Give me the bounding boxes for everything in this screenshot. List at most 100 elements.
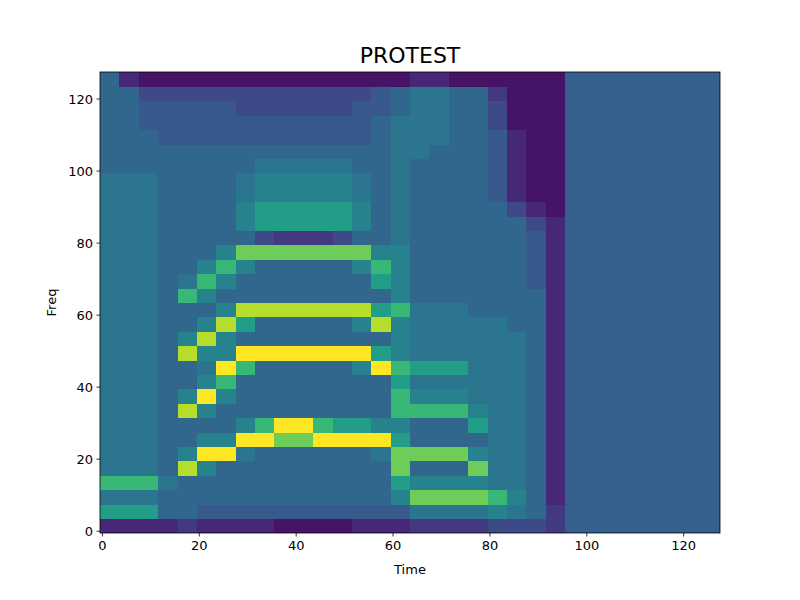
heatmap-cell	[158, 519, 178, 533]
heatmap-cell	[488, 331, 508, 346]
heatmap-cell	[313, 245, 333, 260]
heatmap-cell	[294, 389, 314, 404]
heatmap-cell	[507, 490, 527, 505]
heatmap-cell	[139, 504, 159, 519]
heatmap-cell	[488, 303, 508, 318]
heatmap-cell	[178, 475, 198, 490]
heatmap-cell	[352, 461, 372, 476]
heatmap-cell	[488, 346, 508, 361]
heatmap-cell	[604, 317, 624, 332]
heatmap-cell	[662, 317, 682, 332]
heatmap-cell	[526, 475, 546, 490]
heatmap-cell	[468, 490, 488, 505]
heatmap-cell	[449, 202, 469, 217]
heatmap-cell	[313, 259, 333, 274]
heatmap-cell	[410, 504, 430, 519]
heatmap-cell	[119, 403, 139, 418]
heatmap-cell	[701, 375, 720, 390]
heatmap-cell	[662, 245, 682, 260]
heatmap-cell	[701, 245, 720, 260]
heatmap-cell	[313, 86, 333, 101]
heatmap-cell	[526, 144, 546, 159]
heatmap-cell	[565, 331, 585, 346]
heatmap-cell	[236, 101, 256, 116]
heatmap-cell	[681, 259, 701, 274]
heatmap-cell	[623, 403, 643, 418]
heatmap-cell	[391, 331, 411, 346]
heatmap-cell	[546, 115, 566, 130]
heatmap-cell	[178, 230, 198, 245]
heatmap-cell	[313, 72, 333, 87]
heatmap-cell	[100, 101, 120, 116]
heatmap-cell	[294, 115, 314, 130]
heatmap-cell	[274, 375, 294, 390]
heatmap-cell	[197, 158, 217, 173]
heatmap-cell	[352, 331, 372, 346]
heatmap-cell	[526, 216, 546, 231]
heatmap-cell	[623, 101, 643, 116]
heatmap-cell	[294, 303, 314, 318]
heatmap-cell	[333, 72, 353, 87]
heatmap-cell	[623, 346, 643, 361]
heatmap-cell	[662, 72, 682, 87]
heatmap-cell	[546, 101, 566, 116]
heatmap-cell	[371, 202, 391, 217]
heatmap-cell	[158, 101, 178, 116]
heatmap-cell	[565, 519, 585, 533]
heatmap-cell	[119, 173, 139, 188]
heatmap-cell	[507, 259, 527, 274]
heatmap-cell	[565, 403, 585, 418]
heatmap-cell	[333, 375, 353, 390]
heatmap-cell	[701, 173, 720, 188]
heatmap-cell	[236, 173, 256, 188]
heatmap-cell	[294, 274, 314, 289]
heatmap-cell	[352, 101, 372, 116]
heatmap-cell	[216, 447, 236, 462]
heatmap-cell	[139, 173, 159, 188]
heatmap-cell	[604, 375, 624, 390]
heatmap-cell	[391, 216, 411, 231]
heatmap-cell	[468, 447, 488, 462]
heatmap-cell	[178, 303, 198, 318]
heatmap-cell	[274, 130, 294, 145]
heatmap-cell	[119, 130, 139, 145]
heatmap-cell	[197, 101, 217, 116]
heatmap-cell	[546, 403, 566, 418]
heatmap-cell	[507, 475, 527, 490]
heatmap-cell	[429, 360, 449, 375]
heatmap-cell	[681, 360, 701, 375]
heatmap-cell	[100, 158, 120, 173]
heatmap-cell	[681, 288, 701, 303]
heatmap-cell	[507, 389, 527, 404]
heatmap-cell	[584, 245, 604, 260]
chart: 020406080100120020406080100120PROTESTTim…	[0, 0, 800, 600]
heatmap-cell	[488, 101, 508, 116]
heatmap-cell	[623, 173, 643, 188]
heatmap-cell	[391, 72, 411, 87]
heatmap-cell	[507, 461, 527, 476]
heatmap-cell	[197, 490, 217, 505]
heatmap-cell	[662, 230, 682, 245]
heatmap-cell	[662, 375, 682, 390]
heatmap-cell	[623, 461, 643, 476]
heatmap-cell	[681, 317, 701, 332]
heatmap-cell	[178, 403, 198, 418]
heatmap-cell	[623, 375, 643, 390]
heatmap-cell	[526, 72, 546, 87]
heatmap-cell	[352, 158, 372, 173]
heatmap-cell	[197, 346, 217, 361]
heatmap-cell	[526, 375, 546, 390]
heatmap-cell	[255, 187, 275, 202]
heatmap-cell	[197, 115, 217, 130]
heatmap-cell	[662, 173, 682, 188]
heatmap-cell	[119, 418, 139, 433]
heatmap-cell	[449, 504, 469, 519]
heatmap-cell	[313, 375, 333, 390]
heatmap-cell	[333, 86, 353, 101]
heatmap-cell	[100, 447, 120, 462]
heatmap-cell	[604, 144, 624, 159]
heatmap-cell	[294, 447, 314, 462]
heatmap-cell	[643, 86, 663, 101]
heatmap-cell	[158, 216, 178, 231]
heatmap-cell	[681, 461, 701, 476]
